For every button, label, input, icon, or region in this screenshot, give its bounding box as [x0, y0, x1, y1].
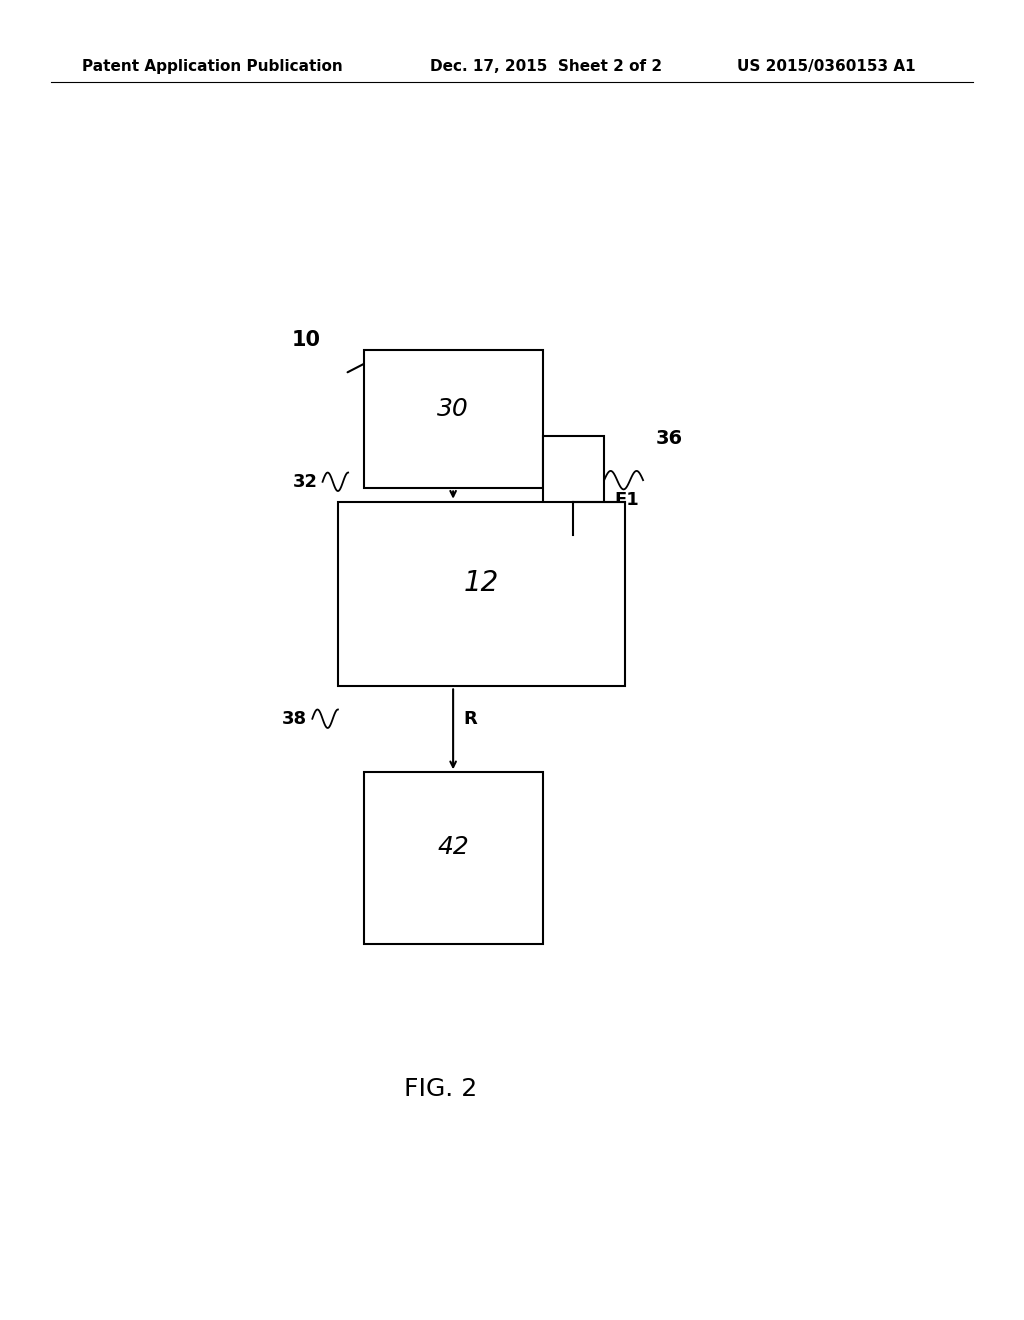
- FancyBboxPatch shape: [543, 436, 604, 535]
- Text: Dec. 17, 2015  Sheet 2 of 2: Dec. 17, 2015 Sheet 2 of 2: [430, 59, 663, 74]
- Text: F1: F1: [614, 491, 639, 510]
- FancyBboxPatch shape: [364, 350, 543, 488]
- Text: 12: 12: [464, 569, 499, 598]
- Text: 30: 30: [437, 396, 469, 421]
- Text: R: R: [463, 710, 477, 727]
- Text: Patent Application Publication: Patent Application Publication: [82, 59, 343, 74]
- Text: 10: 10: [292, 330, 321, 350]
- Text: FIG. 2: FIG. 2: [403, 1077, 477, 1101]
- Text: 32: 32: [293, 473, 317, 491]
- Text: US 2015/0360153 A1: US 2015/0360153 A1: [737, 59, 915, 74]
- Text: 36: 36: [655, 429, 682, 447]
- Text: 38: 38: [282, 710, 307, 727]
- FancyBboxPatch shape: [338, 502, 625, 686]
- Text: 42: 42: [437, 836, 469, 859]
- FancyBboxPatch shape: [364, 772, 543, 944]
